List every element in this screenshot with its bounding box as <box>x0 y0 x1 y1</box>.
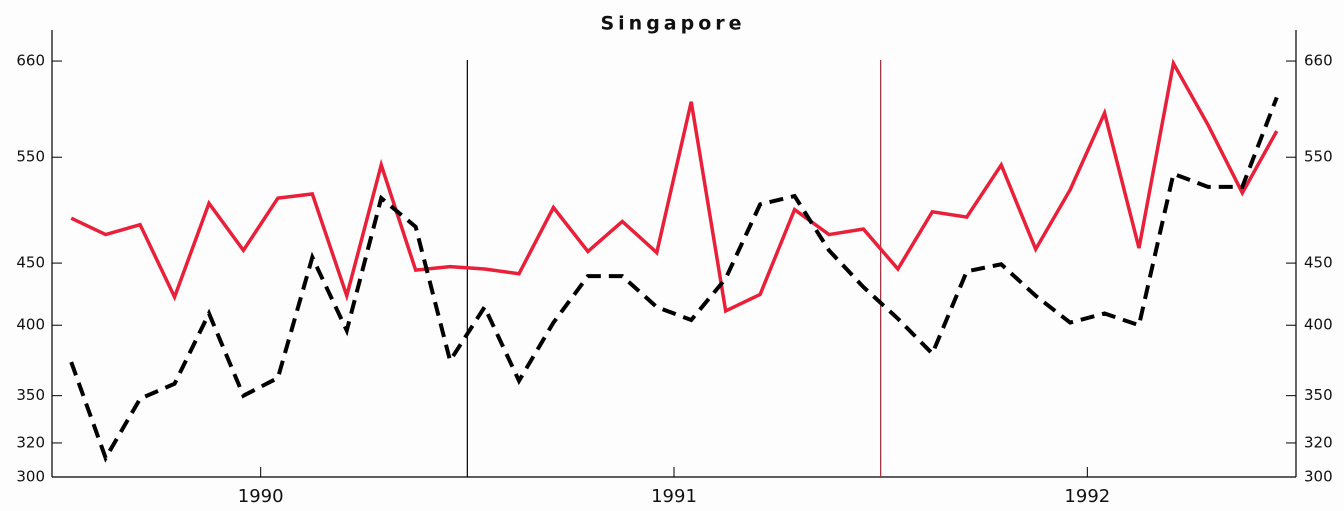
y-tick-label: 320 <box>16 433 45 451</box>
y2-tick-label: 350 <box>1304 386 1333 404</box>
y-tick-label: 350 <box>16 386 45 404</box>
y2-tick-label: 400 <box>1304 316 1333 334</box>
chart-title: Singapore <box>600 13 745 35</box>
y2-tick-label: 300 <box>1304 468 1333 486</box>
x-tick-label: 1990 <box>238 486 284 507</box>
y-tick-label: 300 <box>16 468 45 486</box>
series-line <box>69 96 1279 463</box>
y-tick-label: 660 <box>16 52 45 70</box>
y2-tick-label: 660 <box>1304 52 1333 70</box>
y-tick-label: 550 <box>16 148 45 166</box>
y-tick-label: 450 <box>16 254 45 272</box>
y-tick-label: 400 <box>16 316 45 334</box>
x-tick-label: 1992 <box>1064 486 1110 507</box>
y2-tick-label: 450 <box>1304 254 1333 272</box>
y2-tick-label: 320 <box>1304 433 1333 451</box>
series-line <box>70 58 1279 314</box>
x-tick-label: 1991 <box>651 486 697 507</box>
y2-tick-label: 550 <box>1304 148 1333 166</box>
